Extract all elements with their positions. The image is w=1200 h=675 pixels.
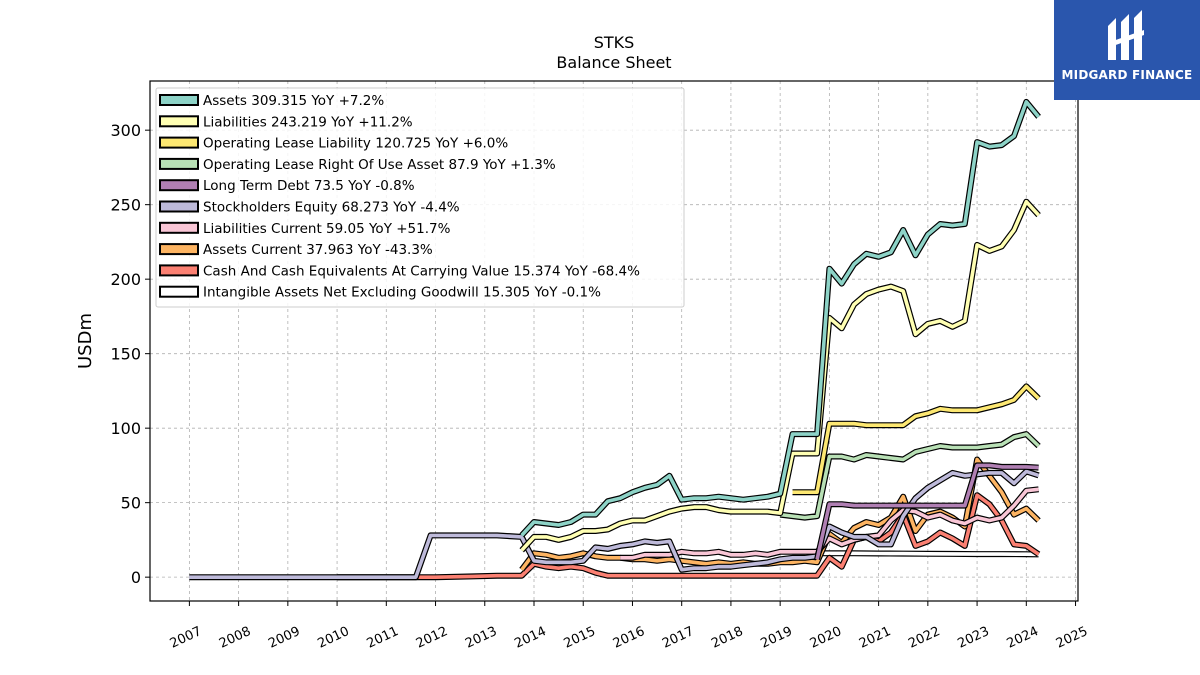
series-line	[792, 384, 1040, 495]
legend-entry: Cash And Cash Equivalents At Carrying Va…	[159, 263, 640, 279]
legend-swatch	[159, 221, 199, 234]
legend-label: Cash And Cash Equivalents At Carrying Va…	[203, 263, 640, 279]
series-6	[620, 486, 1039, 561]
legend-label: Liabilities 243.219 YoY +11.2%	[203, 114, 413, 130]
legend-label: Assets Current 37.963 YoY -43.3%	[203, 242, 433, 258]
series-line	[520, 100, 1040, 537]
legend-entry: Long Term Debt 73.5 YoY -0.8%	[159, 178, 415, 194]
legend-swatch	[159, 115, 199, 128]
y-axis-label: USDm	[75, 313, 96, 369]
y-tick-label: 200	[110, 270, 141, 289]
series-0	[519, 98, 1041, 538]
legend-label: Operating Lease Liability 120.725 YoY +6…	[203, 136, 508, 152]
legend: Assets 309.315 YoY +7.2% Liabilities 243.…	[155, 87, 685, 308]
series-line	[620, 487, 1039, 560]
legend-label: Operating Lease Right Of Use Asset 87.9 …	[203, 157, 556, 173]
legend-label: Stockholders Equity 68.273 YoY -4.4%	[203, 200, 460, 216]
legend-label: Intangible Assets Net Excluding Goodwill…	[203, 285, 601, 301]
legend-entry: Operating Lease Right Of Use Asset 87.9 …	[159, 157, 556, 173]
y-axis: 0 50 100 150 200 250 300	[110, 121, 150, 587]
series-1	[519, 198, 1041, 553]
y-tick-label: 300	[110, 121, 141, 140]
logo-text: MIDGARD FINANCE	[1061, 68, 1193, 82]
series-layer	[189, 98, 1041, 581]
series-5	[189, 468, 1040, 581]
series-line	[520, 199, 1040, 552]
legend-entry: Stockholders Equity 68.273 YoY -4.4%	[159, 200, 460, 216]
legend-swatch	[159, 157, 199, 170]
series-line	[815, 463, 1039, 560]
midgard-finance-logo: MIDGARD FINANCE	[1054, 0, 1200, 100]
midgard-logo-icon	[1108, 10, 1144, 60]
legend-swatch	[159, 285, 199, 298]
legend-entry: Liabilities Current 59.05 YoY +51.7%	[159, 221, 451, 237]
series-2	[792, 383, 1041, 496]
legend-swatch	[159, 136, 199, 149]
legend-label: Liabilities Current 59.05 YoY +51.7%	[203, 221, 451, 237]
y-tick-label: 250	[110, 196, 141, 215]
legend-entry: Assets Current 37.963 YoY -43.3%	[159, 242, 433, 258]
y-tick-label: 50	[121, 494, 141, 513]
legend-swatch	[159, 179, 199, 192]
series-line	[779, 432, 1040, 520]
series-line	[189, 469, 1040, 580]
series-4	[814, 462, 1039, 560]
legend-swatch	[159, 94, 199, 106]
series-line	[337, 493, 1040, 580]
legend-entry: Operating Lease Liability 120.725 YoY +6…	[159, 136, 508, 152]
legend-swatch	[159, 243, 199, 256]
y-tick-label: 100	[110, 419, 141, 438]
legend-swatch	[159, 264, 199, 277]
legend-swatch	[159, 200, 199, 213]
plot-frame	[149, 80, 1079, 602]
legend-label: Long Term Debt 73.5 YoY -0.8%	[203, 178, 415, 194]
y-tick-label: 0	[131, 568, 141, 587]
legend-entry: Liabilities 243.219 YoY +11.2%	[159, 114, 413, 130]
y-tick-label: 150	[110, 345, 141, 364]
chart-title: STKS	[594, 33, 635, 52]
series-3	[779, 431, 1041, 521]
legend-box	[155, 87, 685, 308]
legend-entry: Intangible Assets Net Excluding Goodwill…	[159, 285, 601, 301]
legend-entry: Assets 309.315 YoY +7.2%	[159, 93, 384, 109]
series-8	[337, 492, 1041, 581]
legend-label: Assets 309.315 YoY +7.2%	[203, 93, 384, 109]
chart-subtitle: Balance Sheet	[556, 53, 671, 72]
